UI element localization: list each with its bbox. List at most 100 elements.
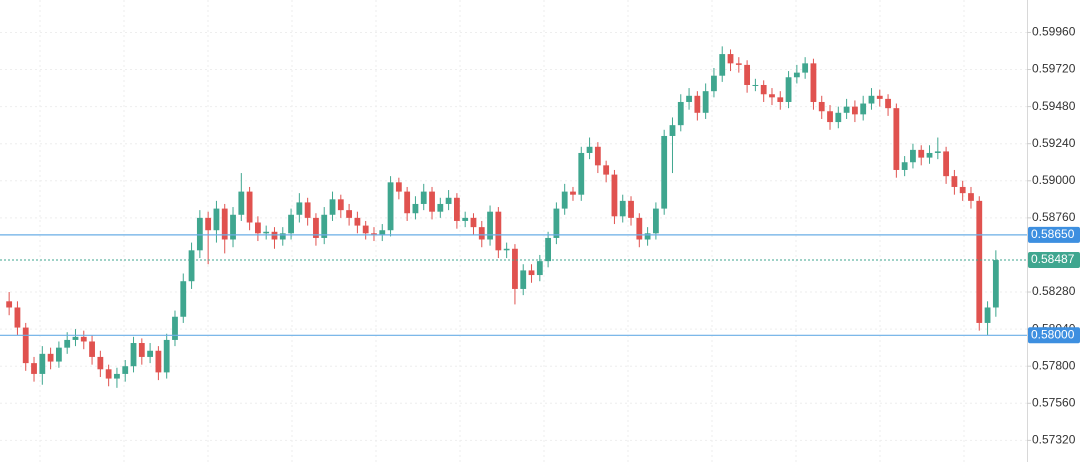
candle-body [926, 152, 933, 158]
level-label-box [1028, 226, 1080, 243]
candle-body [495, 211, 502, 251]
candle-body [346, 210, 353, 218]
candle-body [835, 112, 842, 123]
candle-body [702, 91, 709, 113]
candle-body [777, 97, 784, 102]
candle-body [611, 174, 618, 217]
level-label: 0.58000 [1031, 327, 1075, 341]
candle-body [138, 343, 145, 357]
candle-body [172, 316, 178, 340]
candle-body [31, 363, 37, 374]
candle-body [130, 343, 137, 367]
candle-body [802, 63, 809, 73]
candle-body [329, 199, 336, 215]
candle-body [984, 307, 991, 323]
candle-body [196, 217, 203, 251]
candle-body [503, 248, 510, 251]
candle-body [412, 203, 419, 214]
candle-body [636, 217, 643, 240]
candle-body [39, 353, 46, 374]
candle-body [959, 186, 966, 194]
candle-body [445, 197, 452, 204]
candle-body [644, 233, 651, 240]
candle-body [155, 350, 162, 373]
candle-body [818, 101, 825, 112]
candle-body [420, 191, 427, 204]
candle-body [221, 208, 228, 240]
candle-body [64, 339, 71, 348]
candle-body [570, 191, 576, 195]
candle-body [313, 217, 319, 238]
candle-body [487, 211, 493, 240]
candle-body [462, 217, 469, 221]
candle-body [876, 95, 883, 99]
candle-body [89, 341, 95, 357]
candle-body [719, 54, 726, 76]
candle-body [810, 63, 817, 102]
candle-body [304, 202, 311, 218]
candle-body [528, 270, 535, 276]
candle-body [561, 191, 568, 209]
candle-body [594, 146, 601, 166]
y-tick-label: 0.57560 [1032, 395, 1076, 409]
level-label: 0.58650 [1031, 227, 1075, 241]
candle-body [114, 373, 120, 379]
candle-body [437, 203, 444, 212]
candle-body [918, 149, 925, 158]
candle-body [387, 182, 394, 231]
candle-body [288, 214, 294, 234]
y-tick-label: 0.59000 [1032, 173, 1076, 187]
y-tick-label: 0.59720 [1032, 62, 1076, 76]
candle-body [296, 202, 303, 215]
candle-body [520, 270, 527, 289]
candle-body [992, 260, 999, 308]
candle-body [545, 237, 552, 262]
candle-body [976, 200, 983, 323]
candle-body [122, 366, 129, 374]
candle-body [578, 152, 585, 195]
candle-body [163, 339, 170, 373]
candle-body [238, 191, 245, 215]
candle-body [669, 125, 676, 136]
y-tick-label: 0.59480 [1032, 99, 1076, 113]
candle-body [6, 301, 13, 308]
last-price-box [1028, 252, 1080, 269]
candle-body [661, 135, 668, 209]
candle-body [628, 200, 634, 218]
candle-body [246, 191, 253, 223]
candle-body [429, 191, 435, 212]
candle-body [362, 225, 369, 234]
candle-body [943, 151, 950, 177]
candle-body [686, 95, 692, 102]
candle-body [586, 146, 593, 153]
candle-body [254, 222, 261, 234]
candle-body [55, 347, 62, 362]
candle-body [901, 162, 908, 170]
candle-body [271, 231, 278, 240]
candle-body [885, 98, 891, 109]
candle-body [744, 64, 751, 85]
candle-body [760, 84, 767, 95]
candle-body [851, 106, 858, 115]
candle-body [230, 214, 236, 240]
candle-body [785, 77, 792, 102]
candle-body [711, 75, 717, 92]
candle-body [453, 197, 460, 221]
y-tick-label: 0.59960 [1032, 25, 1076, 39]
candle-body [279, 233, 286, 240]
candle-body [677, 101, 684, 126]
candle-body [22, 327, 29, 364]
candle-body [619, 200, 626, 217]
candle-body [72, 336, 79, 340]
candle-body [512, 248, 518, 289]
candle-body [694, 95, 701, 113]
candle-body [868, 95, 875, 104]
candle-body [188, 250, 195, 282]
candle-body [404, 191, 411, 214]
candle-body [769, 94, 775, 98]
candle-body [553, 208, 560, 238]
candle-body [603, 165, 610, 175]
candle-body [470, 217, 477, 228]
candle-body [893, 108, 900, 170]
